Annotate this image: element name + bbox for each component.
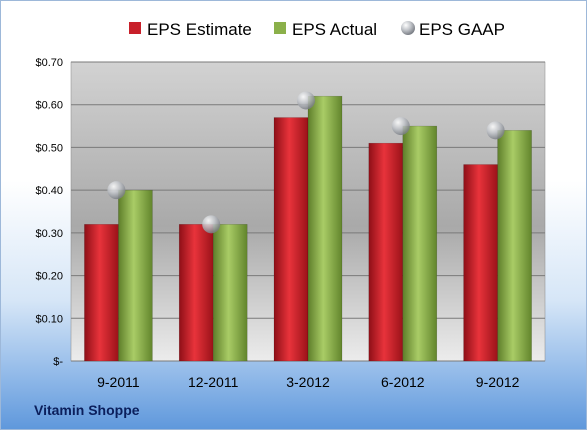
company-name: Vitamin Shoppe xyxy=(34,402,140,418)
gaap-markers xyxy=(107,91,505,234)
y-tick-label: $0.70 xyxy=(35,57,63,69)
legend-estimate-swatch xyxy=(129,22,141,34)
estimate-bar xyxy=(463,164,498,362)
actual-bar xyxy=(307,95,343,362)
x-tick-label: 9-2011 xyxy=(97,374,140,390)
legend-estimate-label: EPS Estimate xyxy=(147,20,252,39)
x-axis: 9-2011 12-2011 3-2012 6-2012 9-2012 xyxy=(97,374,519,390)
estimate-bar xyxy=(178,224,214,362)
x-tick-label: 9-2012 xyxy=(476,374,520,390)
gaap-marker xyxy=(107,181,126,200)
estimate-bar xyxy=(84,224,119,362)
legend-gaap-label: EPS GAAP xyxy=(419,20,505,39)
y-axis: $- $0.10 $0.20 $0.30 $0.40 $0.50 $0.60 $0.70 xyxy=(35,57,63,368)
y-tick-label: $- xyxy=(53,356,63,368)
x-tick-label: 3-2012 xyxy=(286,374,330,390)
y-tick-label: $0.20 xyxy=(35,271,63,283)
x-tick-label: 12-2011 xyxy=(188,374,239,390)
bars xyxy=(84,95,532,362)
actual-bar xyxy=(118,189,153,362)
y-tick-label: $0.50 xyxy=(35,142,63,154)
actual-bar xyxy=(497,130,532,362)
y-tick-label: $0.30 xyxy=(35,228,63,240)
legend-actual-label: EPS Actual xyxy=(292,20,377,39)
x-tick-label: 6-2012 xyxy=(381,374,425,390)
legend: EPS Estimate EPS Actual EPS GAAP xyxy=(129,20,505,39)
actual-bar xyxy=(212,224,248,362)
estimate-bar xyxy=(273,117,309,362)
gaap-marker xyxy=(391,117,410,136)
y-tick-label: $0.60 xyxy=(35,100,63,112)
gaap-marker xyxy=(202,215,221,234)
gaap-marker xyxy=(486,121,505,140)
y-tick-label: $0.40 xyxy=(35,185,63,197)
actual-bar xyxy=(402,125,438,362)
gaap-marker xyxy=(297,91,315,110)
legend-actual-swatch xyxy=(274,22,286,34)
legend-gaap-marker xyxy=(401,21,415,35)
estimate-bar xyxy=(368,142,404,362)
y-tick-label: $0.10 xyxy=(35,313,63,325)
